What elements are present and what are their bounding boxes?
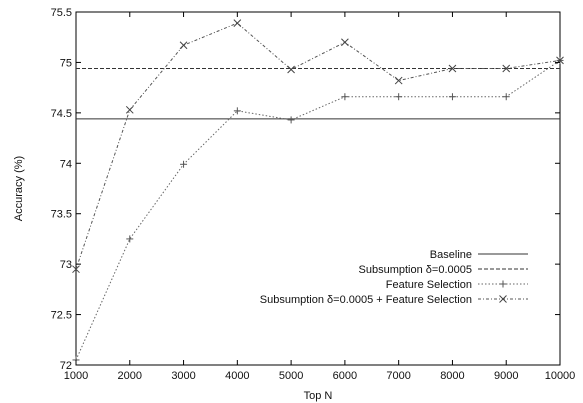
data-point — [233, 19, 242, 27]
legend-label: Baseline — [430, 249, 472, 261]
y-tick-label: 72 — [60, 360, 72, 372]
data-point — [233, 107, 241, 115]
series-layer — [72, 19, 564, 364]
y-tick-label: 73 — [60, 259, 72, 271]
x-tick-label: 4000 — [225, 370, 249, 382]
plot-frame — [75, 11, 561, 366]
data-point — [179, 41, 188, 50]
legend-label: Subsumption δ=0.0005 — [359, 264, 472, 276]
y-tick-label: 75.5 — [51, 7, 72, 19]
legend-label: Feature Selection — [386, 279, 472, 291]
legend-marker — [499, 295, 507, 303]
data-point — [287, 65, 295, 74]
tick-layer: 1000 2000 3000 4000 5000 6000 7000 8000 9000 1000… — [51, 7, 576, 382]
x-tick-label: 8000 — [440, 370, 464, 382]
data-point — [341, 38, 349, 47]
legend-label: Subsumption δ=0.0005 + Feature Selection — [260, 294, 472, 306]
x-tick-label: 3000 — [171, 370, 195, 382]
data-point — [502, 93, 510, 101]
data-point — [180, 160, 188, 168]
x-tick-label: 2000 — [118, 370, 142, 382]
y-tick-label: 75 — [60, 57, 72, 69]
series-line — [75, 59, 561, 361]
legend: Baseline Subsumption δ=0.0005 Feature Sele… — [260, 249, 528, 306]
y-tick-label: 74 — [60, 158, 72, 170]
series-line — [75, 22, 561, 270]
data-point — [395, 93, 403, 101]
data-point — [341, 93, 349, 101]
data-point — [72, 265, 80, 274]
series-3 — [72, 56, 564, 364]
data-point — [287, 116, 295, 124]
x-axis-label: Top N — [304, 390, 333, 402]
y-tick-label: 73.5 — [51, 209, 72, 221]
x-tick-label: 7000 — [386, 370, 410, 382]
y-tick-label: 72.5 — [51, 310, 72, 322]
data-point — [394, 76, 403, 85]
x-tick-label: 9000 — [494, 370, 518, 382]
x-tick-label: 10000 — [545, 370, 576, 382]
y-tick-label: 74.5 — [51, 108, 72, 120]
y-axis-label: Accuracy (%) — [13, 156, 25, 221]
series-4 — [72, 19, 564, 274]
data-point — [125, 105, 134, 114]
x-tick-label: 1000 — [64, 370, 88, 382]
legend-marker — [499, 280, 507, 288]
data-point — [448, 64, 457, 73]
data-point — [502, 64, 511, 73]
plot-area — [75, 11, 561, 366]
data-point — [448, 93, 456, 101]
data-point — [126, 235, 134, 243]
x-tick-label: 5000 — [279, 370, 303, 382]
x-tick-label: 6000 — [333, 370, 357, 382]
